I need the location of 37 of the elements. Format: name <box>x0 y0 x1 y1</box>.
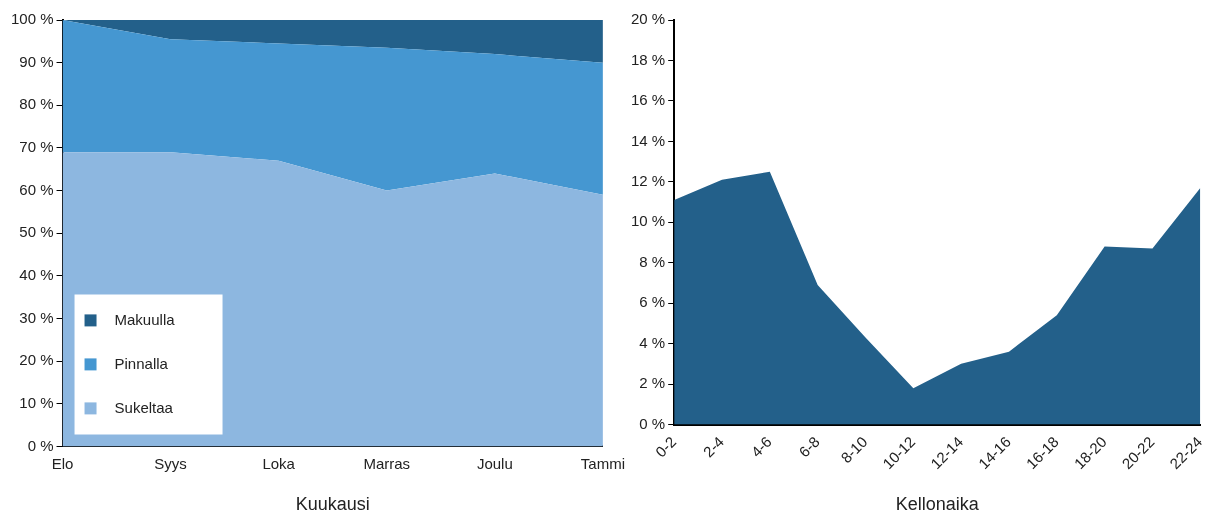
x-tick-label: 4-6 <box>747 432 775 461</box>
y-tick-label: 10 % <box>19 393 54 411</box>
y-tick-label: 0 % <box>27 436 54 454</box>
x-tick-label: Syys <box>154 454 187 472</box>
y-tick-label: 80 % <box>19 95 54 113</box>
x-tick-label: 0-2 <box>651 432 680 461</box>
x-tick-label: 2-4 <box>699 432 728 461</box>
y-tick-label: 30 % <box>19 308 54 326</box>
y-tick-label: 40 % <box>19 265 54 283</box>
y-tick-label: 20 % <box>630 10 666 28</box>
legend-label: Pinnalla <box>114 354 169 372</box>
y-tick-label: 20 % <box>19 351 54 369</box>
y-tick-label: 10 % <box>630 212 666 230</box>
x-tick-label: Loka <box>262 454 296 472</box>
y-tick-label: 60 % <box>19 180 54 198</box>
x-tick-label: 6-8 <box>795 432 823 461</box>
legend-label: Sukeltaa <box>114 398 174 416</box>
y-tick-label: 90 % <box>19 52 54 70</box>
x-axis-title: Kuukausi <box>295 494 370 515</box>
y-tick-label: 0 % <box>639 414 666 432</box>
y-tick-label: 8 % <box>639 252 666 270</box>
y-tick-label: 2 % <box>639 374 666 392</box>
legend-label: Makuulla <box>114 310 176 328</box>
y-tick-label: 50 % <box>19 223 54 241</box>
x-tick-label: Tammi <box>580 454 625 472</box>
y-tick-label: 4 % <box>639 333 666 351</box>
y-tick-label: 100 % <box>10 10 54 28</box>
y-tick-label: 16 % <box>630 91 666 109</box>
y-tick-label: 70 % <box>19 138 54 156</box>
y-tick-label: 18 % <box>630 50 666 68</box>
y-tick-label: 12 % <box>630 171 666 189</box>
y-tick-label: 6 % <box>639 293 666 311</box>
x-tick-label: Joulu <box>476 454 513 472</box>
y-tick-label: 14 % <box>630 131 666 149</box>
x-tick-label: Elo <box>51 454 74 472</box>
x-axis-title: Kellonaika <box>895 494 980 515</box>
x-tick-label: Marras <box>363 454 411 472</box>
